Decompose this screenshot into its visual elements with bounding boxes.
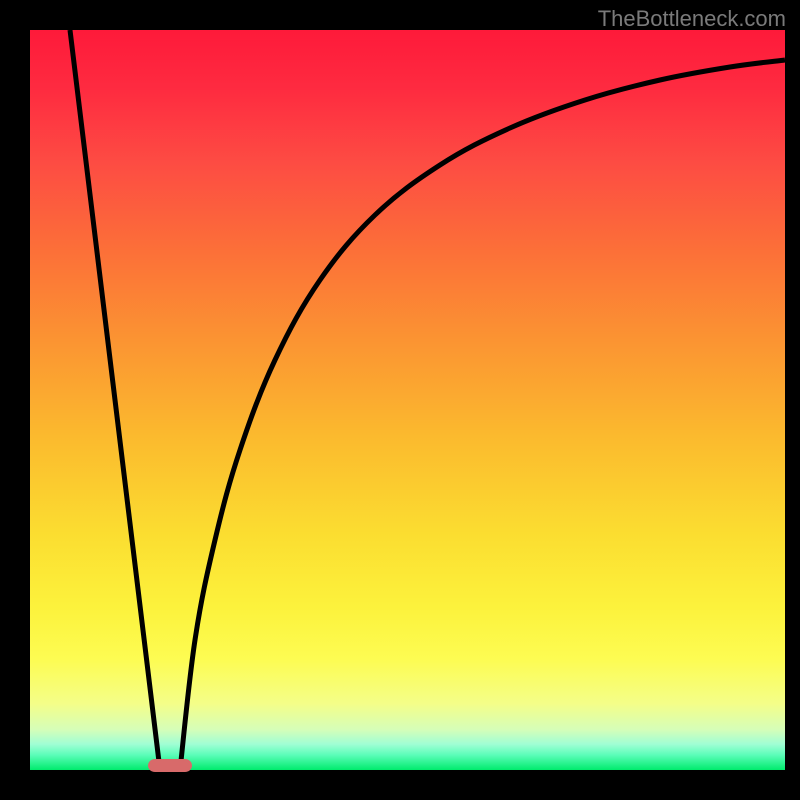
chart-svg (0, 0, 800, 800)
plot-area (30, 30, 785, 770)
watermark-text: TheBottleneck.com (598, 6, 786, 32)
curve-minimum-marker (148, 759, 192, 772)
bottleneck-chart: TheBottleneck.com (0, 0, 800, 800)
